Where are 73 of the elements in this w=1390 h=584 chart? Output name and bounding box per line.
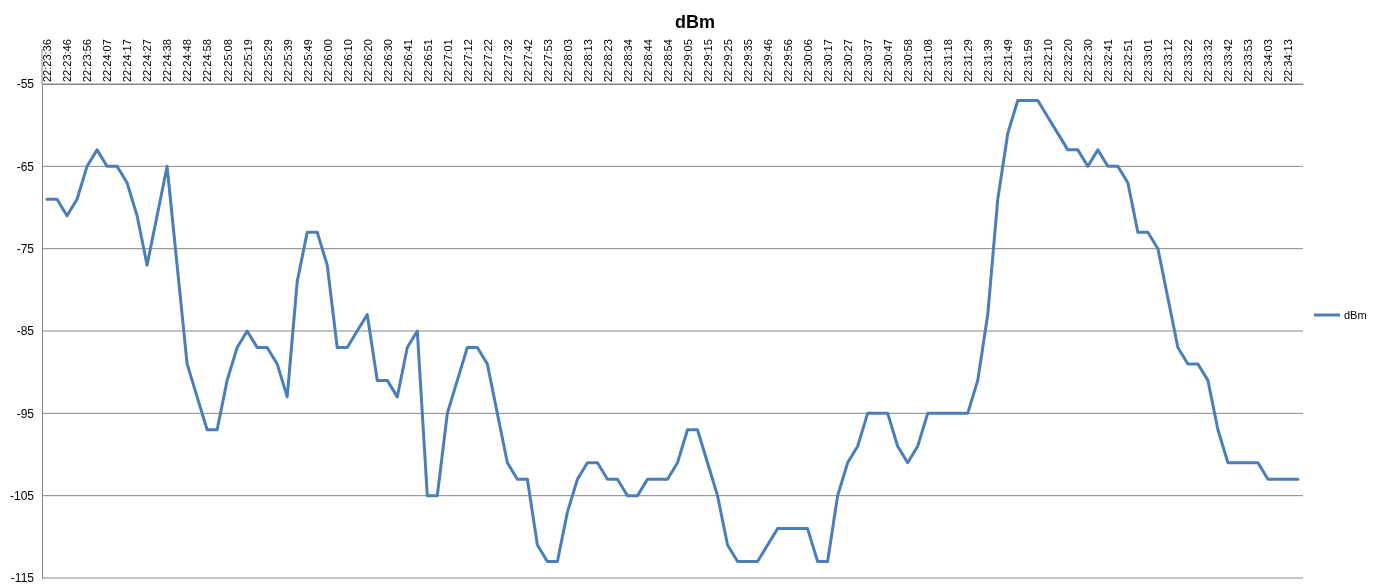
x-tick-label: 22:23:56 — [81, 39, 94, 82]
x-tick-label: 22:33:53 — [1242, 39, 1255, 82]
x-tick-label: 22:31:59 — [1022, 39, 1035, 82]
x-tick-label: 22:33:01 — [1142, 39, 1155, 82]
x-tick-label: 22:26:10 — [341, 39, 354, 82]
x-tick-label: 22:24:27 — [141, 39, 154, 82]
x-tick-label: 22:23:36 — [41, 39, 54, 82]
line-series — [45, 98, 1300, 564]
x-tick-label: 22:30:58 — [902, 39, 915, 82]
x-tick-label: 22:30:27 — [841, 39, 854, 82]
x-tick-label: 22:28:13 — [581, 39, 594, 82]
x-tick-label: 22:30:17 — [821, 39, 834, 82]
x-tick-label: 22:33:42 — [1222, 39, 1235, 82]
y-tick-label: -75 — [16, 242, 35, 257]
x-tick-label: 22:31:49 — [1002, 39, 1015, 82]
x-tick-label: 22:23:46 — [61, 39, 74, 82]
x-tick-label: 22:34:03 — [1262, 39, 1275, 82]
x-tick-label: 22:29:35 — [741, 39, 754, 82]
x-tick-label: 22:28:54 — [661, 39, 674, 82]
x-tick-label: 22:27:01 — [441, 39, 454, 82]
x-tick-label: 22:32:41 — [1102, 39, 1115, 82]
x-tick-label: 22:33:12 — [1162, 39, 1175, 82]
x-tick-label: 22:25:29 — [261, 39, 274, 82]
x-tick-label: 22:25:08 — [221, 39, 234, 82]
x-tick-label: 22:33:22 — [1182, 39, 1195, 82]
x-tick-label: 22:26:20 — [361, 39, 374, 82]
x-tick-label: 22:25:19 — [241, 39, 254, 82]
x-tick-label: 22:28:44 — [641, 39, 654, 82]
y-tick-label: -65 — [16, 159, 35, 174]
x-tick-label: 22:24:38 — [161, 39, 174, 82]
x-tick-label: 22:24:07 — [101, 39, 114, 82]
chart-title: dBm — [675, 12, 715, 32]
x-tick-label: 22:34:13 — [1282, 39, 1295, 82]
x-tick-label: 22:31:29 — [962, 39, 975, 82]
x-tick-label: 22:27:12 — [461, 39, 474, 82]
x-tick-label: 22:25:49 — [301, 39, 314, 82]
x-tick-label: 22:32:20 — [1062, 39, 1075, 82]
x-tick-label: 22:24:48 — [181, 39, 194, 82]
x-tick-label: 22:28:03 — [561, 39, 574, 82]
x-tick-label: 22:26:30 — [381, 39, 394, 82]
x-tick-label: 22:31:08 — [922, 39, 935, 82]
x-tick-label: 22:24:17 — [121, 39, 134, 82]
x-tick-label: 22:24:58 — [201, 39, 214, 82]
x-tick-label: 22:29:15 — [701, 39, 714, 82]
y-tick-label: -85 — [16, 324, 35, 339]
x-tick-label: 22:25:39 — [281, 39, 294, 82]
x-tick-label: 22:30:47 — [882, 39, 895, 82]
x-tick-label: 22:32:30 — [1082, 39, 1095, 82]
x-tick-label: 22:30:37 — [862, 39, 874, 82]
x-tick-label: 22:27:32 — [501, 39, 514, 82]
x-tick-label: 22:31:18 — [942, 39, 955, 82]
y-tick-label: -105 — [9, 489, 35, 504]
x-tick-label: 22:33:32 — [1202, 39, 1215, 82]
x-tick-label: 22:29:56 — [781, 39, 794, 82]
x-tick-label: 22:27:53 — [541, 39, 554, 82]
x-tick-label: 22:26:51 — [421, 39, 434, 82]
x-tick-label: 22:27:22 — [481, 39, 494, 82]
x-tick-label: 22:29:25 — [721, 39, 734, 82]
legend-label: dBm — [1344, 309, 1367, 321]
x-tick-label: 22:31:39 — [982, 39, 995, 82]
y-tick-label: -115 — [10, 571, 35, 584]
y-tick-label: -55 — [16, 77, 35, 92]
x-tick-label: 22:32:10 — [1042, 39, 1055, 82]
x-tick-label: 22:28:23 — [601, 39, 614, 82]
x-tick-label: 22:26:41 — [401, 39, 414, 82]
x-tick-label: 22:32:51 — [1122, 39, 1135, 82]
x-tick-label: 22:26:00 — [321, 39, 334, 82]
x-tick-label: 22:29:05 — [681, 39, 694, 82]
x-tick-label: 22:29:46 — [761, 39, 774, 82]
x-tick-label: 22:27:42 — [521, 39, 534, 82]
y-tick-label: -95 — [16, 406, 35, 421]
x-tick-label: 22:28:34 — [621, 39, 634, 82]
x-tick-label: 22:30:06 — [801, 39, 814, 82]
